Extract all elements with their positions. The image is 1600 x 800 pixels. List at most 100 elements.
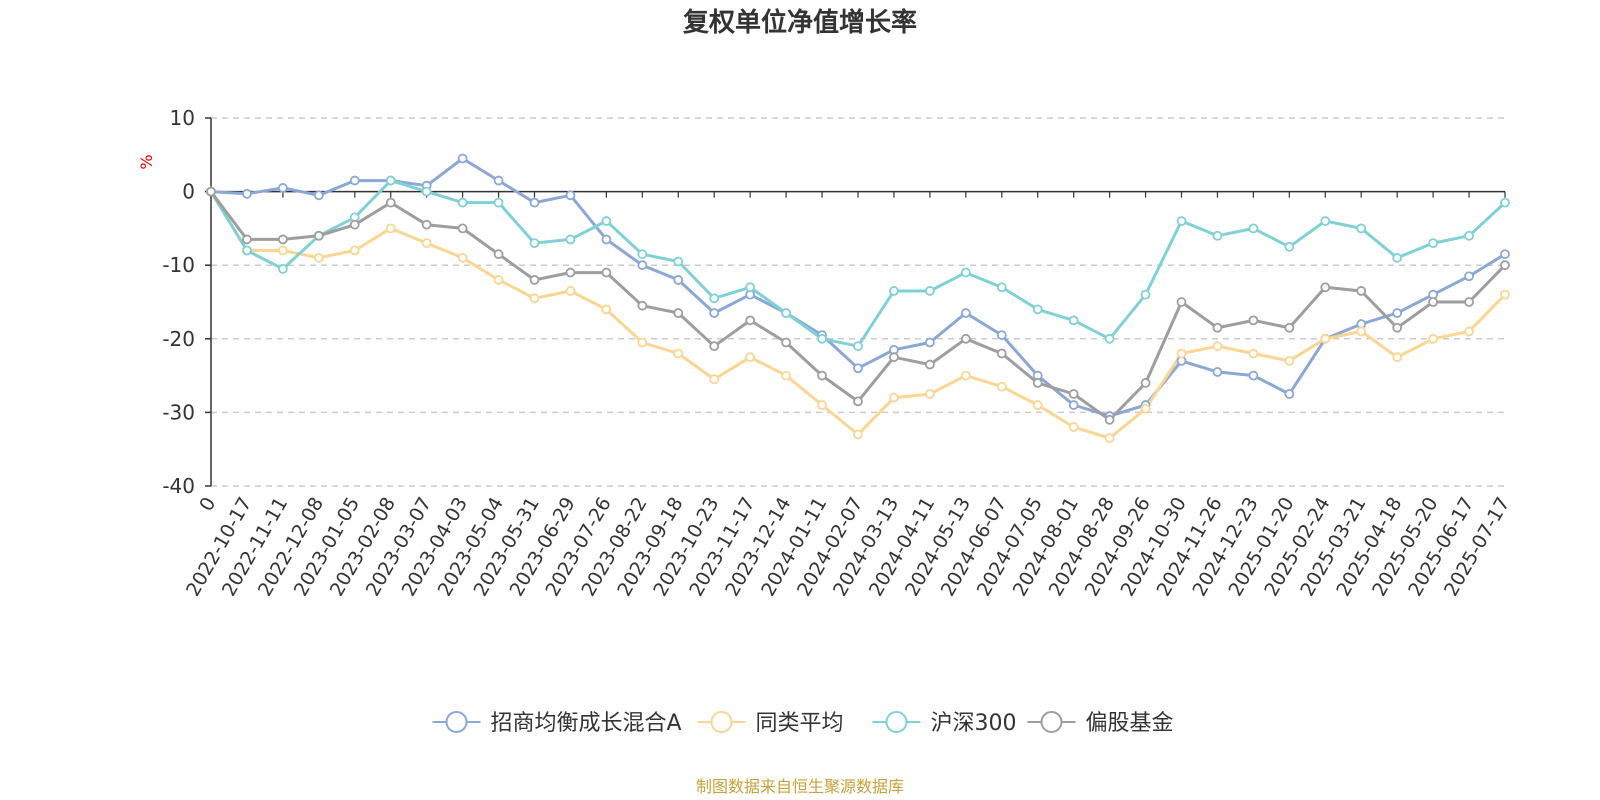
data-point <box>889 286 899 296</box>
data-point <box>529 197 540 208</box>
data-point <box>1248 348 1259 359</box>
data-point <box>1032 304 1043 315</box>
data-point <box>996 348 1007 359</box>
data-point <box>1212 230 1223 241</box>
data-point <box>817 370 827 381</box>
data-point <box>421 219 432 230</box>
series-lines <box>206 153 1510 444</box>
data-point <box>1140 403 1151 414</box>
data-point <box>1392 252 1403 263</box>
y-tick-label: -30 <box>162 400 195 424</box>
data-point <box>960 267 971 278</box>
data-point <box>1248 315 1259 326</box>
legend-label: 沪深300 <box>931 711 1017 736</box>
data-point <box>385 197 396 208</box>
data-point <box>1464 326 1474 337</box>
data-point <box>1500 249 1510 260</box>
data-point <box>1428 333 1439 344</box>
legend-item[interactable]: 招商均衡成长混合A <box>432 711 682 736</box>
data-point <box>781 370 792 381</box>
x-tick-label: 0 <box>195 494 220 515</box>
data-point <box>1284 355 1295 366</box>
data-point <box>493 275 504 285</box>
data-point <box>709 374 720 385</box>
data-point <box>673 308 684 318</box>
data-point <box>637 249 648 260</box>
data-point <box>493 175 504 186</box>
chart-title: 复权单位净值增长率 <box>683 7 917 38</box>
data-point <box>565 190 576 201</box>
data-point <box>781 337 792 348</box>
data-point <box>457 153 468 164</box>
data-point <box>1500 260 1510 271</box>
data-point <box>996 282 1007 293</box>
data-point <box>745 315 756 326</box>
legend-marker-icon <box>445 711 468 733</box>
data-point <box>1392 352 1403 363</box>
series-line-3 <box>209 190 1507 422</box>
data-point <box>529 293 540 304</box>
data-point <box>1032 400 1043 410</box>
data-point <box>349 245 360 256</box>
data-point <box>673 348 684 359</box>
data-point <box>242 245 252 256</box>
data-point <box>853 341 863 352</box>
data-point <box>421 186 432 197</box>
data-point <box>242 188 252 199</box>
data-point <box>996 330 1007 341</box>
data-point <box>242 234 252 245</box>
data-point <box>1464 271 1474 282</box>
legend-item[interactable]: 同类平均 <box>697 711 844 736</box>
data-point <box>1140 289 1151 300</box>
data-point <box>1248 223 1259 234</box>
data-point <box>601 267 612 278</box>
data-point <box>1428 297 1439 307</box>
data-point <box>1284 322 1295 333</box>
data-point <box>1392 308 1403 318</box>
data-point <box>385 175 396 186</box>
data-point <box>421 238 432 249</box>
grid-lines <box>211 117 1505 487</box>
legend-marker-icon <box>710 711 733 733</box>
data-point <box>277 263 288 274</box>
data-point <box>889 392 899 403</box>
legend-label: 招商均衡成长混合A <box>491 711 682 736</box>
data-point <box>924 286 935 296</box>
data-point <box>1248 370 1259 381</box>
data-point <box>1176 216 1187 226</box>
data-point <box>1356 286 1367 296</box>
data-point <box>529 238 540 249</box>
data-point <box>277 234 288 245</box>
legend-item[interactable]: 偏股基金 <box>1027 711 1174 736</box>
y-tick-label: 0 <box>182 180 195 204</box>
data-point <box>1284 241 1295 252</box>
data-point <box>1068 389 1079 399</box>
legend-marker-icon <box>1040 711 1063 733</box>
data-point <box>1500 197 1510 208</box>
data-point <box>853 363 863 374</box>
legend-item[interactable]: 沪深300 <box>872 711 1017 736</box>
data-point <box>206 186 216 197</box>
data-point <box>1284 389 1295 399</box>
data-point <box>277 183 288 193</box>
data-point <box>745 352 756 363</box>
data-point <box>709 293 720 304</box>
data-point <box>601 216 612 226</box>
data-point <box>349 219 360 230</box>
data-point <box>924 337 935 348</box>
data-point <box>277 245 288 256</box>
data-point <box>996 381 1007 392</box>
data-point <box>637 300 648 311</box>
data-point <box>960 333 971 344</box>
data-point <box>565 234 576 245</box>
legend-marker-icon <box>885 711 908 733</box>
data-point <box>924 389 935 399</box>
data-point <box>349 175 360 186</box>
data-point <box>385 223 396 234</box>
data-point <box>1356 223 1367 234</box>
data-point <box>313 230 324 241</box>
data-point <box>709 341 720 352</box>
data-point <box>1140 378 1151 388</box>
